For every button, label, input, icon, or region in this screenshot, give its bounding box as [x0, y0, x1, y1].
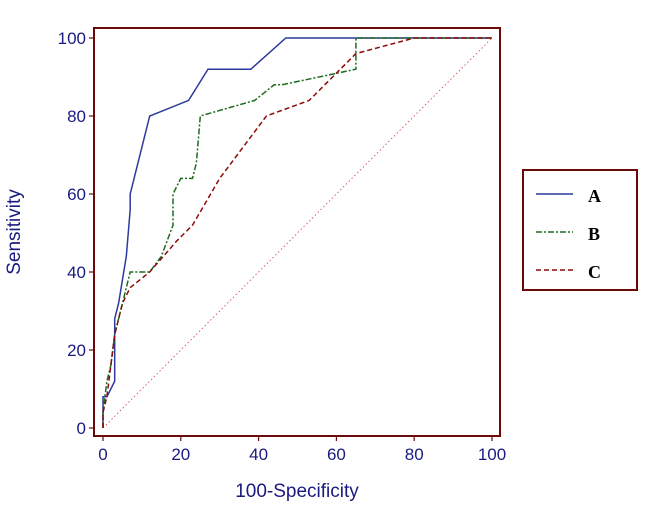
y-tick-label: 60: [67, 185, 86, 204]
y-tick-label: 40: [67, 263, 86, 282]
y-tick-label: 0: [77, 419, 86, 438]
x-axis-ticks: 0 20 40 60 80 100: [98, 436, 506, 464]
y-axis-label: Sensitivity: [4, 189, 25, 275]
x-tick-label: 20: [171, 445, 190, 464]
x-tick-label: 80: [405, 445, 424, 464]
series-a-line: [102, 37, 492, 428]
y-tick-label: 80: [67, 107, 86, 126]
series-group: [102, 37, 492, 428]
y-axis-ticks: 0 20 40 60 80 100: [58, 29, 94, 438]
legend-label-c: C: [588, 262, 601, 282]
x-tick-label: 40: [249, 445, 268, 464]
legend-label-a: A: [588, 186, 601, 206]
x-tick-label: 60: [327, 445, 346, 464]
series-c-line: [102, 37, 492, 428]
plot-frame: [93, 27, 501, 437]
y-tick-label: 20: [67, 341, 86, 360]
x-tick-label: 0: [98, 445, 107, 464]
legend-box: [522, 169, 638, 291]
legend: ABC: [522, 169, 638, 291]
y-tick-label: 100: [58, 29, 86, 48]
reference-diagonal: [102, 37, 493, 429]
x-axis-label: 100-Specificity: [235, 481, 359, 502]
x-tick-label: 100: [478, 445, 506, 464]
legend-label-b: B: [588, 224, 600, 244]
